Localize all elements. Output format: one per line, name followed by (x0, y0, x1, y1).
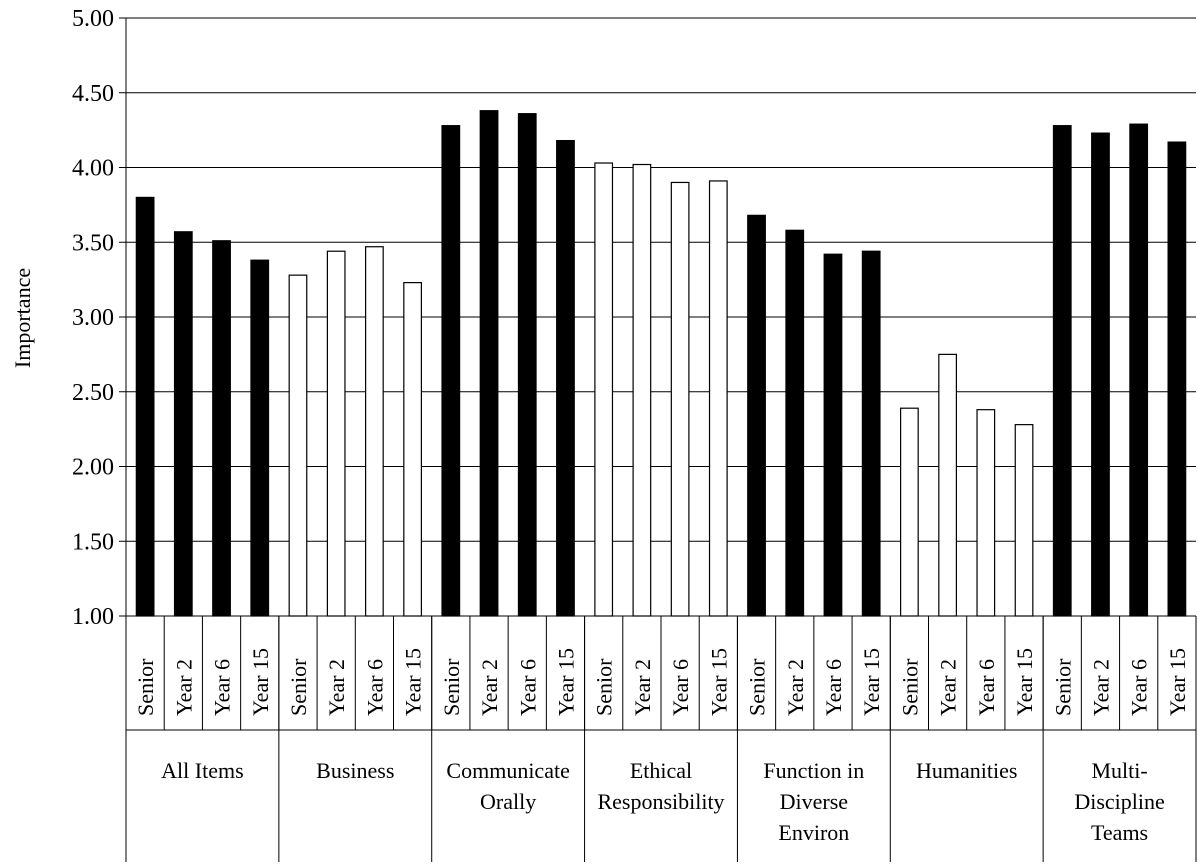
x-tick-label: Year 15 (1012, 648, 1037, 716)
y-tick-label: 5.00 (72, 6, 114, 32)
bar (632, 163, 652, 617)
bar (976, 409, 996, 617)
x-tick-label: Year 2 (630, 659, 655, 716)
bar (556, 139, 575, 617)
group-label: All Items (161, 758, 244, 783)
x-tick-label: Year 2 (936, 659, 961, 716)
x-tick-label: Senior (286, 658, 311, 716)
axis-labels: 1.00 1.50 2.00 2.50 3.00 3.50 4.00 4.50 5.00 Seni… (72, 6, 1190, 845)
x-tick-label: Year 6 (974, 659, 999, 716)
y-axis-label: Importance (10, 268, 35, 368)
bar (288, 274, 308, 617)
bars (135, 110, 1187, 617)
x-tick-label: Senior (897, 658, 922, 716)
bar (173, 231, 193, 617)
x-tick-label: Year 2 (477, 659, 502, 716)
x-tick-label: Year 6 (515, 659, 540, 716)
bar (670, 181, 690, 617)
bar (1167, 141, 1187, 617)
axes (119, 17, 1197, 862)
bar (1129, 123, 1149, 617)
y-tick-label: 3.50 (72, 230, 114, 256)
group-label: Teams (1091, 820, 1148, 845)
bar (365, 246, 384, 617)
bar (747, 214, 766, 617)
group-label: Ethical (630, 758, 692, 783)
bar (250, 259, 270, 617)
x-tick-label: Year 2 (324, 659, 349, 716)
group-label: Function in (763, 758, 864, 783)
x-tick-label: Year 6 (1127, 659, 1152, 716)
bar (479, 110, 499, 617)
x-tick-label: Year 15 (401, 648, 426, 716)
y-tick-label: 2.00 (72, 455, 114, 481)
x-tick-label: Year 15 (248, 648, 273, 716)
x-tick-label: Year 15 (1165, 648, 1190, 716)
y-tick-label: 4.50 (72, 81, 114, 107)
y-tick-label: 3.00 (72, 305, 114, 331)
group-label: Environ (778, 820, 849, 845)
bar (1091, 132, 1110, 617)
y-tick-label: 4.00 (72, 156, 114, 182)
bar (861, 250, 881, 617)
y-tick-label: 2.50 (72, 380, 114, 406)
bar (938, 353, 957, 617)
group-label: Humanities (916, 758, 1017, 783)
group-label: Discipline (1074, 789, 1164, 814)
y-tick-label: 1.50 (72, 529, 114, 555)
x-tick-label: Senior (133, 658, 158, 716)
x-tick-label: Year 6 (821, 659, 846, 716)
x-tick-label: Year 6 (210, 659, 235, 716)
x-tick-label: Year 2 (783, 659, 808, 716)
gridlines (126, 17, 1196, 542)
bar (517, 113, 537, 617)
bar (823, 253, 843, 617)
x-tick-label: Year 6 (668, 659, 693, 716)
group-label: Diverse (780, 789, 848, 814)
bar (403, 282, 422, 617)
x-tick-label: Senior (1050, 658, 1075, 716)
x-tick-label: Year 15 (553, 648, 578, 716)
group-label: Orally (480, 789, 536, 814)
y-tick-label: 1.00 (72, 604, 114, 630)
bar (708, 180, 728, 617)
x-tick-label: Year 2 (171, 659, 196, 716)
x-tick-label: Year 15 (706, 648, 731, 716)
x-tick-label: Senior (439, 658, 464, 716)
bar (1014, 424, 1034, 617)
bar (212, 240, 231, 617)
group-label: Multi- (1091, 758, 1147, 783)
group-label: Business (316, 758, 394, 783)
bar (785, 229, 805, 617)
bar (326, 250, 346, 617)
x-tick-label: Year 15 (859, 648, 884, 716)
bar (594, 162, 614, 617)
x-tick-label: Senior (745, 658, 770, 716)
x-tick-label: Year 2 (1088, 659, 1113, 716)
bar (441, 125, 461, 617)
bar (135, 196, 155, 617)
group-label: Communicate (446, 758, 569, 783)
bar (1052, 125, 1072, 617)
bar (900, 407, 919, 617)
group-label: Responsibility (597, 789, 724, 814)
x-tick-label: Year 6 (362, 659, 387, 716)
x-tick-label: Senior (592, 658, 617, 716)
